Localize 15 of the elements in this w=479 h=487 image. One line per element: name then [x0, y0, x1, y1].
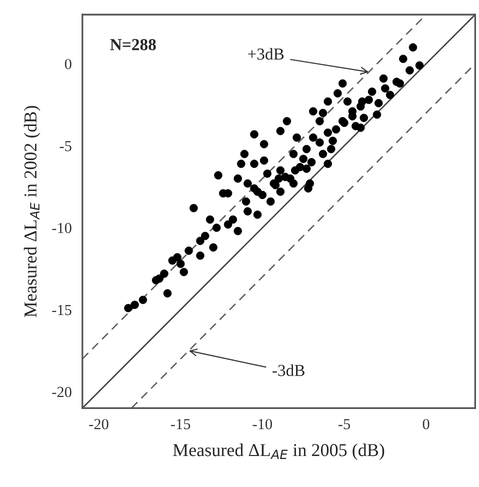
annotation: N=288	[110, 39, 156, 50]
y-axis-title: Measured ΔL$_{AE}$ in 2002 (dB)	[24, 106, 40, 318]
x-tick-label: -20	[89, 418, 108, 430]
y-tick-label: -10	[52, 222, 72, 234]
y-tick-label: -5	[60, 141, 72, 152]
x-tick-label: -15	[170, 419, 190, 430]
annotation: +3dB	[248, 48, 284, 60]
annotation: -3dB	[272, 364, 304, 376]
x-tick-label: 0	[422, 418, 430, 430]
x-axis-title: Measured ΔL$_{AE}$ in 2005 (dB)	[173, 443, 384, 460]
y-tick-label: -20	[52, 386, 72, 398]
y-tick-label: 0	[64, 58, 72, 70]
x-tick-label: -5	[338, 419, 350, 430]
x-tick-label: -10	[252, 418, 272, 430]
y-tick-label: -15	[52, 304, 72, 316]
